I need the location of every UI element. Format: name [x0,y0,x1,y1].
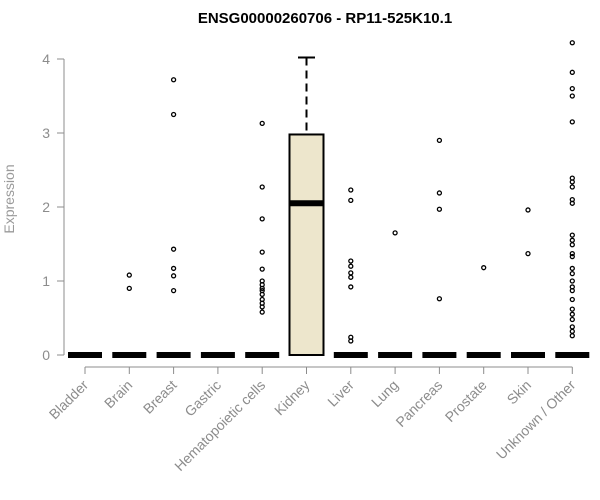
outlier-point [170,273,177,279]
x-tick-label: Liver [324,377,357,410]
outlier-point [569,93,575,99]
outlier-point [348,338,354,344]
outlier-point [569,324,575,330]
outlier-point [569,250,575,257]
outlier-point [569,328,575,334]
x-tick-label: Breast [140,377,180,417]
outlier-point [569,306,575,312]
box-group [511,207,545,358]
x-tick-label: Lung [368,377,401,410]
chart-title: ENSG00000260706 - RP11-525K10.1 [198,10,452,27]
x-tick-label: Pancreas [392,377,445,430]
outlier-point [569,333,575,339]
outlier-point [569,253,575,260]
outlier-point [259,120,265,127]
outlier-point [170,265,177,272]
outlier-point [569,85,575,92]
outlier-point [569,287,575,294]
outlier-point [170,246,177,252]
box-group [555,40,590,358]
x-tick-label: Prostate [442,377,490,425]
y-axis-label: Expression [1,164,17,233]
outlier-point [170,111,177,118]
outlier-point [569,232,575,238]
outlier-point [259,291,265,297]
outlier-point [126,272,132,278]
plot-area [68,40,590,358]
outlier-point [436,137,443,144]
outlier-point [569,278,575,284]
outlier-point [569,119,575,125]
outlier-point [569,200,575,206]
outlier-point [569,270,575,277]
outlier-point [348,270,354,276]
outlier-point [569,316,575,323]
outlier-point [259,266,265,272]
outlier-point [569,265,575,272]
outlier-point [436,296,443,302]
outlier-point [259,249,265,255]
outlier-point [259,309,265,315]
outlier-point [348,258,354,264]
y-tick-label: 1 [42,273,50,289]
outlier-point [170,287,177,294]
y-axis: 0 1 2 3 4 [42,51,65,363]
outlier-point [569,237,575,243]
box-group [112,272,147,358]
outlier-point [348,263,354,269]
outlier-point [436,190,443,196]
outlier-point [569,40,575,46]
outlier-point [436,206,443,212]
outlier-point [259,285,265,292]
outlier-point [569,69,575,75]
y-tick-label: 2 [42,199,50,215]
x-tick-label: Bladder [46,377,92,423]
outlier-point [348,197,354,203]
outlier-point [569,184,575,190]
box-rect [288,133,325,356]
outlier-point [481,265,487,271]
outlier-point [525,250,531,257]
box-group [422,137,457,358]
outlier-point [569,311,575,317]
box-group [156,77,191,358]
y-tick-label: 3 [42,125,50,141]
box-group [245,120,280,358]
outlier-point [348,274,354,280]
box-group [378,230,413,358]
outlier-point [348,284,354,290]
x-tick-label: Unknown / Other [493,377,579,463]
x-tick-label: Gastric [181,377,224,420]
outlier-point [259,184,265,190]
outlier-point [259,216,265,222]
outlier-point [348,187,354,193]
outlier-point [259,304,265,310]
box-group [466,265,501,358]
outlier-point [392,230,398,236]
outlier-point [170,77,177,83]
box-group [333,187,368,358]
outlier-point [569,296,575,303]
outlier-point [569,179,575,185]
box-group [288,56,325,356]
outlier-point [569,242,575,248]
outlier-point [525,207,531,213]
y-tick-label: 4 [42,51,50,67]
y-tick-label: 0 [42,347,50,363]
x-tick-label: Brain [101,377,135,411]
x-tick-label: Kidney [271,377,313,419]
x-tick-label: Skin [504,377,535,408]
outlier-point [126,285,132,292]
